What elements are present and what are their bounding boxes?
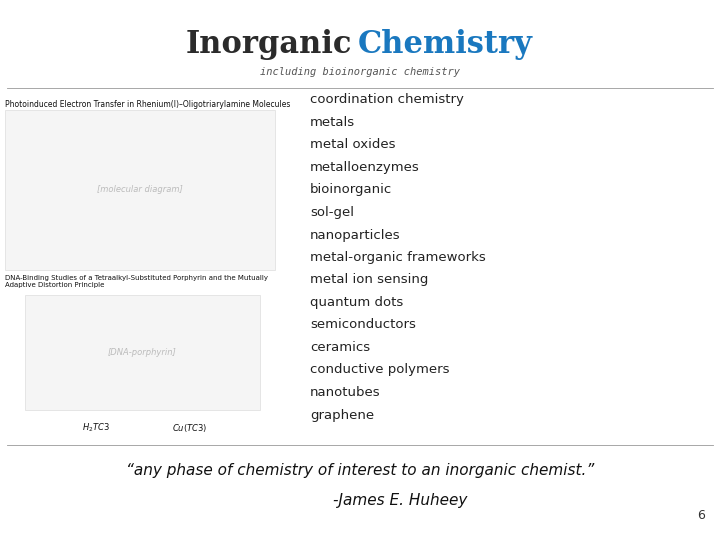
Text: ceramics: ceramics — [310, 341, 370, 354]
Text: “any phase of chemistry of interest to an inorganic chemist.”: “any phase of chemistry of interest to a… — [126, 462, 594, 477]
Text: Photoinduced Electron Transfer in Rhenium(I)–Oligotriarylamine Molecules: Photoinduced Electron Transfer in Rheniu… — [5, 100, 290, 109]
Text: Inorganic: Inorganic — [186, 30, 352, 60]
Text: Chemistry: Chemistry — [358, 30, 533, 60]
Text: sol-gel: sol-gel — [310, 206, 354, 219]
Text: semiconductors: semiconductors — [310, 319, 416, 332]
Text: nanotubes: nanotubes — [310, 386, 381, 399]
Text: metal ion sensing: metal ion sensing — [310, 273, 428, 287]
Text: $H_2TC3$: $H_2TC3$ — [81, 422, 109, 435]
Text: [molecular diagram]: [molecular diagram] — [97, 186, 183, 194]
FancyBboxPatch shape — [25, 295, 260, 410]
Text: metal oxides: metal oxides — [310, 138, 395, 152]
Text: including bioinorganic chemistry: including bioinorganic chemistry — [260, 67, 460, 77]
Text: conductive polymers: conductive polymers — [310, 363, 449, 376]
FancyBboxPatch shape — [5, 110, 275, 270]
Text: [DNA-porphyrin]: [DNA-porphyrin] — [108, 348, 177, 357]
Text: -James E. Huheey: -James E. Huheey — [333, 492, 467, 508]
Text: 6: 6 — [697, 509, 705, 522]
Text: $Cu(TC3)$: $Cu(TC3)$ — [172, 422, 207, 434]
Text: bioinorganic: bioinorganic — [310, 184, 392, 197]
Text: metal-organic frameworks: metal-organic frameworks — [310, 251, 486, 264]
Text: metalloenzymes: metalloenzymes — [310, 161, 420, 174]
Text: quantum dots: quantum dots — [310, 296, 403, 309]
Text: DNA-Binding Studies of a Tetraalkyl-Substituted Porphyrin and the Mutually
Adapt: DNA-Binding Studies of a Tetraalkyl-Subs… — [5, 275, 268, 288]
Text: metals: metals — [310, 116, 355, 129]
Text: graphene: graphene — [310, 408, 374, 422]
Text: coordination chemistry: coordination chemistry — [310, 93, 464, 106]
Text: nanoparticles: nanoparticles — [310, 228, 400, 241]
